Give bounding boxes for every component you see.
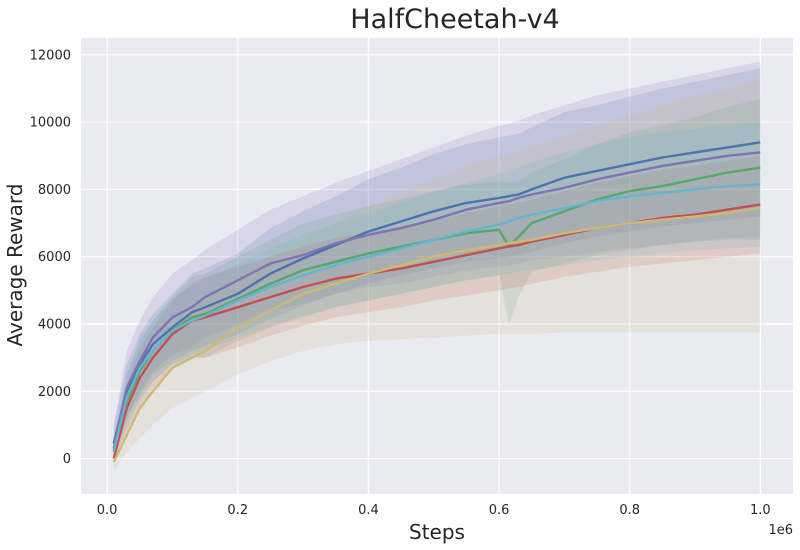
y-tick-label: 8000 <box>38 183 71 198</box>
y-axis-label: Average Reward <box>3 184 27 347</box>
x-tick-label: 0.4 <box>358 503 379 518</box>
x-axis-offset-label: 1e6 <box>768 523 793 538</box>
series-lines <box>112 141 761 463</box>
y-tick-label: 6000 <box>38 250 71 265</box>
series-line-cyan <box>112 183 761 453</box>
x-axis-ticks: 0.0 0.2 0.4 0.6 0.8 1.0 <box>97 503 771 518</box>
y-axis-ticks: 0 2000 4000 6000 8000 10000 12000 <box>30 48 71 467</box>
y-tick-label: 10000 <box>30 116 71 131</box>
y-tick-label: 2000 <box>38 385 71 400</box>
x-tick-label: 0.2 <box>227 503 248 518</box>
band-green <box>113 98 761 459</box>
series-line-yellow <box>112 206 761 463</box>
x-tick-label: 0.6 <box>489 503 510 518</box>
chart-title: HalfCheetah-v4 <box>350 4 559 35</box>
band-yellow <box>113 78 761 473</box>
series-line-blue <box>112 141 761 444</box>
x-tick-label: 1.0 <box>750 503 771 518</box>
plot-area <box>81 38 793 494</box>
x-axis-label: Steps <box>409 520 465 544</box>
series-line-purple <box>112 151 761 449</box>
band-red <box>113 155 761 459</box>
grid <box>81 38 793 494</box>
y-tick-label: 12000 <box>30 48 71 63</box>
band-cyan <box>113 122 761 459</box>
x-tick-label: 0.0 <box>97 503 118 518</box>
x-tick-label: 0.8 <box>619 503 640 518</box>
y-tick-label: 4000 <box>38 318 71 333</box>
y-tick-label: 0 <box>63 452 71 467</box>
band-blue <box>113 68 761 459</box>
